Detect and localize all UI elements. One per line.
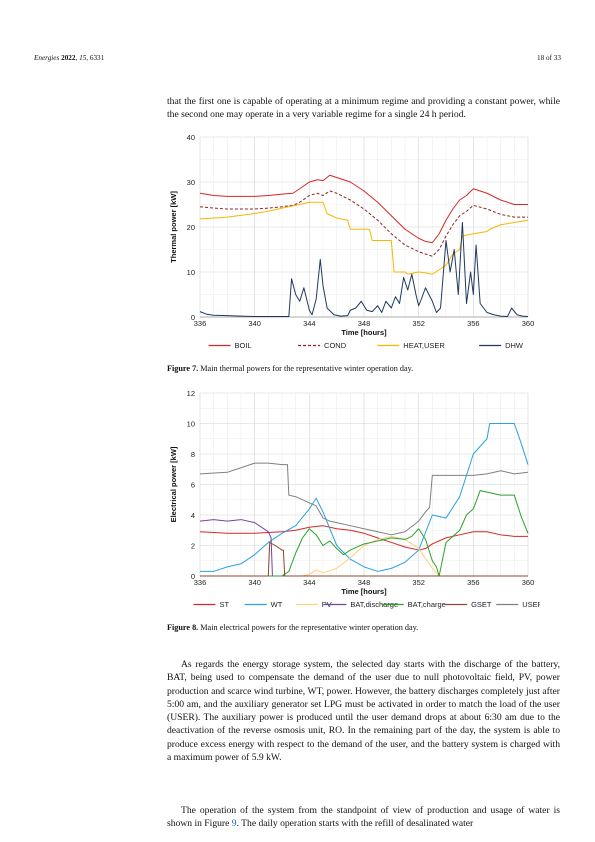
y-tick-label: 12 <box>187 389 195 398</box>
chart-7-ticks: 0 10 20 30 40 336 340 344 348 352 356 360 <box>187 133 535 328</box>
x-axis-label: Time [hours] <box>341 587 387 596</box>
x-tick-label: 344 <box>303 319 316 328</box>
legend-label: COND <box>324 341 347 350</box>
x-tick-label: 356 <box>467 319 480 328</box>
chart-8-grid <box>199 392 529 577</box>
x-tick-label: 352 <box>412 578 425 587</box>
y-tick-label: 10 <box>187 268 195 277</box>
x-tick-label: 360 <box>522 319 535 328</box>
chart-8-ticks: 0 2 4 6 8 10 12 336 340 344 348 352 356 360 <box>187 389 535 587</box>
y-tick-label: 6 <box>191 480 195 489</box>
y-tick-label: 8 <box>191 450 195 459</box>
journal-year: 2022 <box>61 54 76 62</box>
series-line-pv <box>200 535 528 577</box>
series-line-cond <box>199 190 528 257</box>
y-tick-label: 4 <box>191 511 195 520</box>
series-line-dhw <box>199 222 529 318</box>
body-paragraph-1: As regards the energy storage system, th… <box>167 659 560 764</box>
series-line-bat-discharge <box>199 519 528 577</box>
x-tick-label: 340 <box>248 578 261 587</box>
legend-label: GSET <box>471 600 492 609</box>
legend-label: BOIL <box>235 341 252 350</box>
series-line-gset <box>200 541 528 577</box>
y-tick-label: 0 <box>191 313 195 322</box>
y-axis-label: Electrical power [kW] <box>169 446 178 522</box>
journal-citation: Energies 2022, 15, 6331 <box>34 54 105 62</box>
body-paragraph-2: The operation of the system from the sta… <box>167 804 560 831</box>
journal-name: Energies <box>34 54 60 62</box>
legend-label: BAT,charge <box>408 600 446 609</box>
y-tick-label: 20 <box>187 223 195 232</box>
figure-7-caption-text: Main thermal powers for the representati… <box>200 364 414 373</box>
chart-7-legend: BOIL COND HEAT,USER DHW <box>208 341 524 350</box>
y-axis-label: Thermal power [kW] <box>169 191 178 263</box>
series-line-st <box>199 525 528 551</box>
series-line-bat-charge <box>200 490 529 577</box>
page-number: 18 of 33 <box>537 54 561 62</box>
figure-8-chart: 0 2 4 6 8 10 12 336 340 344 348 352 356 360 Time [hour… <box>169 389 540 609</box>
body-paragraph-2-start: The operation of the system from the sta… <box>167 805 560 830</box>
legend-label: DHW <box>505 341 524 350</box>
x-tick-label: 348 <box>358 319 371 328</box>
series-line-heat-user <box>199 201 529 275</box>
x-tick-label: 344 <box>303 578 316 587</box>
series-line-wt <box>200 423 529 572</box>
y-tick-label: 30 <box>187 178 195 187</box>
figure-8-caption-text: Main electrical powers for the represent… <box>200 623 419 632</box>
figure-7-label: Figure 7. <box>167 364 199 373</box>
series-line-user <box>199 462 529 536</box>
article-number: 6331 <box>89 54 105 62</box>
x-tick-label: 360 <box>522 578 535 587</box>
body-paragraph-2-end: . The daily operation starts with the re… <box>236 818 474 830</box>
figure-8-label: Figure 8. <box>167 623 199 632</box>
chart-7-grid <box>199 136 529 318</box>
y-tick-label: 2 <box>191 541 195 550</box>
journal-volume: 15 <box>79 54 87 62</box>
x-tick-label: 352 <box>412 319 425 328</box>
legend-label: HEAT,USER <box>403 341 445 350</box>
legend-label: USER <box>522 600 540 609</box>
series-line-boil <box>199 174 528 244</box>
legend-label: WT <box>271 600 283 609</box>
y-tick-label: 10 <box>187 419 195 428</box>
legend-label: BAT,discharge <box>350 600 398 609</box>
figure-7-chart: 0 10 20 30 40 336 340 344 348 352 356 360 Time [hour… <box>169 133 535 350</box>
figure-7-caption: Figure 7. Main thermal powers for the re… <box>167 364 413 373</box>
y-tick-label: 40 <box>187 133 195 142</box>
intro-paragraph: that the first one is capable of operati… <box>167 96 560 121</box>
x-tick-label: 336 <box>194 319 207 328</box>
x-axis-label: Time [hours] <box>341 328 387 337</box>
legend-label: ST <box>219 600 229 609</box>
x-tick-label: 356 <box>467 578 480 587</box>
y-tick-label: 0 <box>191 572 195 581</box>
figure-9-link[interactable]: 9 <box>231 818 237 830</box>
x-tick-label: 336 <box>194 578 207 587</box>
x-tick-label: 348 <box>358 578 371 587</box>
x-tick-label: 340 <box>248 319 261 328</box>
figure-8-caption: Figure 8. Main electrical powers for the… <box>167 623 418 632</box>
